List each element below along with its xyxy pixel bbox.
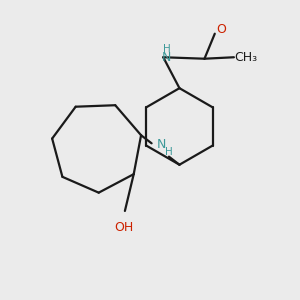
Text: OH: OH	[114, 221, 133, 234]
Text: CH₃: CH₃	[235, 51, 258, 64]
Text: N: N	[162, 51, 172, 64]
Text: O: O	[216, 23, 226, 36]
Text: N: N	[157, 138, 166, 151]
Text: H: H	[163, 44, 171, 54]
Text: H: H	[165, 147, 172, 157]
